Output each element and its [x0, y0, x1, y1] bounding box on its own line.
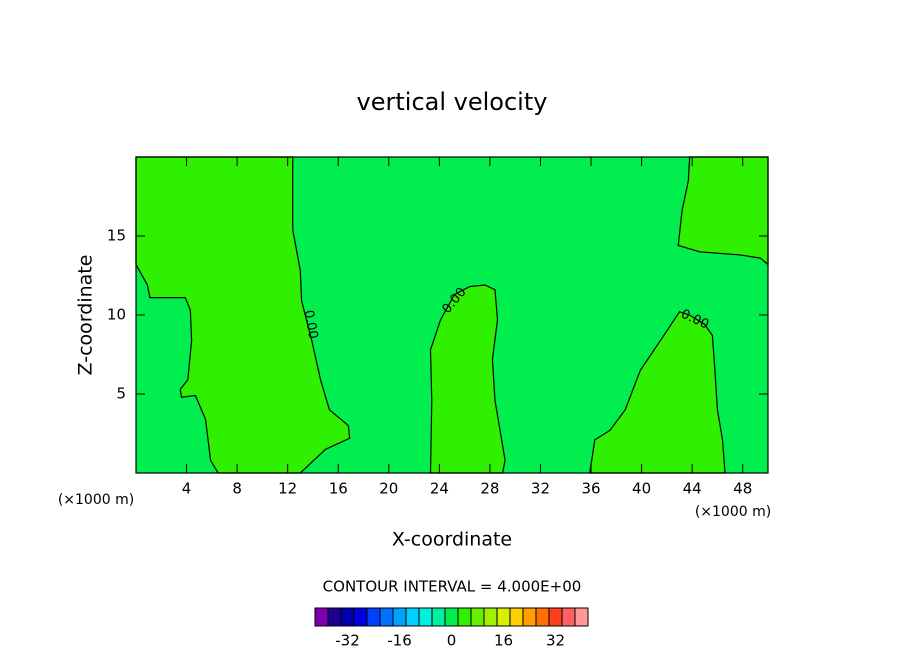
colorbar-tick-label: -32	[335, 632, 360, 650]
colorbar-box	[444, 607, 459, 627]
colorbar-box	[509, 607, 524, 627]
colorbar-box	[327, 607, 342, 627]
colorbar-tick-label: 16	[494, 632, 513, 650]
contour-label: 0.00	[301, 309, 321, 340]
contour-interval: CONTOUR INTERVAL = 4.000E+00	[323, 578, 582, 596]
x-tick-label: 44	[683, 480, 702, 498]
colorbar-box	[483, 607, 498, 627]
x-tick-label: 16	[329, 480, 348, 498]
colorbar-box	[561, 607, 576, 627]
x-tick-label: 12	[278, 480, 297, 498]
x-tick-label: 36	[581, 480, 600, 498]
colorbar-tick-label: -16	[387, 632, 412, 650]
colorbar-box	[353, 607, 368, 627]
y-axis-label: Z-coordinate	[75, 255, 97, 376]
colorbar-box	[522, 607, 537, 627]
y-tick-label: 15	[107, 227, 126, 245]
colorbar-box	[496, 607, 511, 627]
colorbar-box	[366, 607, 381, 627]
contour-region	[677, 156, 769, 266]
colorbar-box	[405, 607, 420, 627]
colorbar-box	[392, 607, 407, 627]
x-tick-label: 8	[232, 480, 242, 498]
x-tick-label: 28	[480, 480, 499, 498]
colorbar-box	[340, 607, 355, 627]
x-tick-label: 24	[430, 480, 449, 498]
colorbar-box	[548, 607, 563, 627]
chart-title: vertical velocity	[357, 88, 548, 116]
colorbar-tick-label: 0	[447, 632, 457, 650]
y-tick-label: 5	[116, 385, 126, 403]
x-tick-label: 32	[531, 480, 550, 498]
y-tick-label: 10	[107, 306, 126, 324]
x-unit-label: (×1000 m)	[58, 492, 134, 508]
x-tick-label: 4	[182, 480, 192, 498]
colorbar-box	[470, 607, 485, 627]
contour-region	[589, 311, 726, 474]
colorbar-box	[418, 607, 433, 627]
contour-region	[429, 284, 506, 474]
x-axis-label: X-coordinate	[392, 529, 512, 551]
colorbar-box	[431, 607, 446, 627]
x-tick-label: 48	[733, 480, 752, 498]
x-unit-label: (×1000 m)	[695, 504, 771, 520]
colorbar-box	[535, 607, 550, 627]
x-tick-label: 40	[632, 480, 651, 498]
contour-region	[135, 156, 351, 474]
x-tick-label: 20	[379, 480, 398, 498]
colorbar-box	[314, 607, 329, 627]
colorbar-box	[379, 607, 394, 627]
colorbar-box	[574, 607, 589, 627]
colorbar-tick-label: 32	[546, 632, 565, 650]
colorbar-box	[457, 607, 472, 627]
